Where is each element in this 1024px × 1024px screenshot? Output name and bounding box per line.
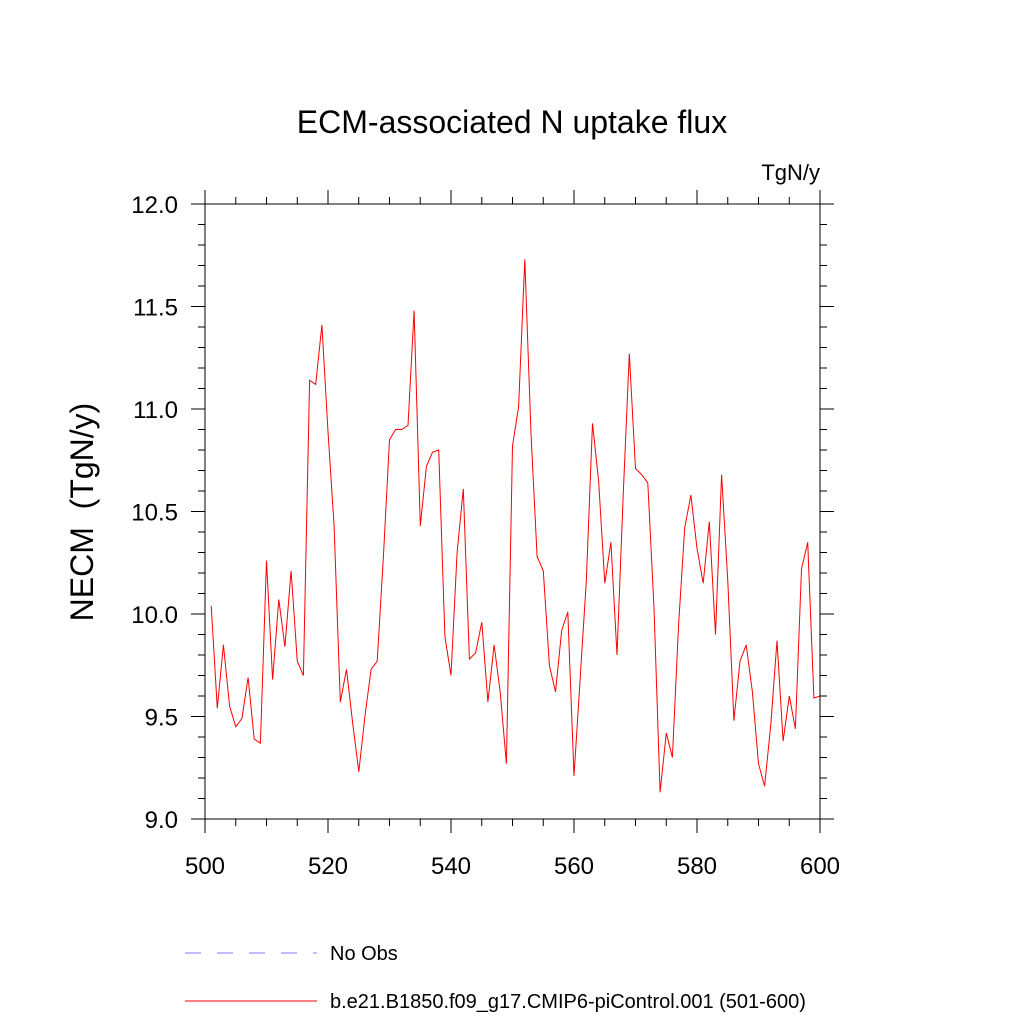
x-tick-label: 520 [308, 853, 348, 880]
x-tick-label: 580 [677, 853, 717, 880]
y-tick-label: 11.5 [133, 295, 178, 322]
legend-label-no-obs: No Obs [330, 943, 398, 965]
chart-title: ECM-associated N uptake flux [297, 104, 727, 140]
y-axis-ticks: 9.0 9.5 10.0 10.5 11.0 11.5 12.0 [131, 192, 834, 834]
x-tick-label: 500 [185, 853, 225, 880]
series-line [210, 259, 821, 793]
legend-label-model: b.e21.B1850.f09_g17.CMIP6-piControl.001 … [330, 991, 806, 1013]
y-tick-label: 10.0 [131, 602, 178, 629]
y-tick-label: 9.0 [145, 807, 178, 834]
y-tick-label: 10.5 [131, 500, 178, 527]
y-axis-label: NECM (TgN/y) [64, 403, 100, 622]
y-tick-label: 12.0 [131, 192, 178, 219]
x-axis-ticks: 500 520 540 560 580 600 [185, 190, 840, 880]
x-tick-label: 560 [554, 853, 594, 880]
units-label: TgN/y [761, 160, 820, 185]
y-tick-label: 11.0 [133, 397, 178, 424]
x-tick-label: 600 [800, 853, 840, 880]
legend: No Obs b.e21.B1850.f09_g17.CMIP6-piContr… [185, 943, 806, 1013]
plot-axes [204, 203, 821, 820]
x-tick-label: 540 [431, 853, 471, 880]
y-tick-label: 9.5 [145, 705, 178, 732]
plot-frame [204, 203, 821, 820]
series-group [210, 259, 821, 793]
